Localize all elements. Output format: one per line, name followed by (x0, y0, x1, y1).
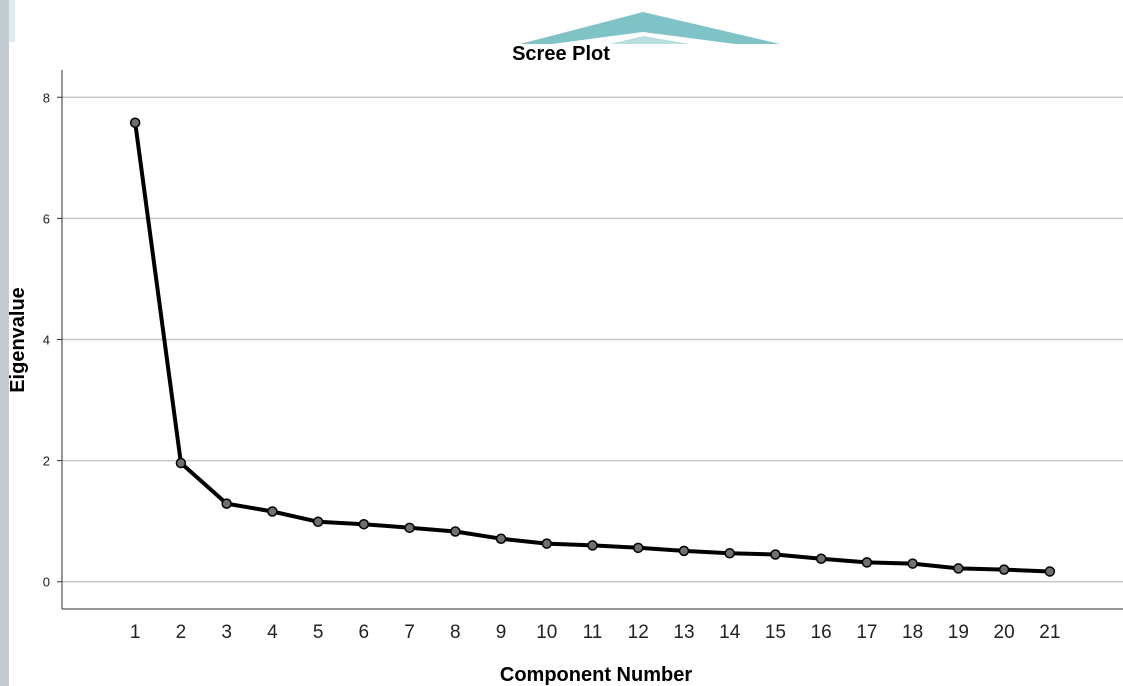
decorative-chevron-shape (520, 12, 780, 44)
x-tick-label-7: 7 (404, 622, 415, 643)
y-tick-label-0: 0 (43, 575, 50, 590)
data-point-18 (907, 558, 918, 569)
data-point-19 (953, 563, 964, 574)
x-tick-label-9: 9 (496, 622, 507, 643)
x-tick-label-16: 16 (811, 622, 832, 643)
y-axis-label: Eigenvalue (7, 287, 29, 393)
data-point-9 (495, 533, 507, 544)
data-point-10 (541, 538, 553, 549)
y-tick-label-4: 4 (43, 333, 50, 348)
window-edge-strip (0, 0, 9, 686)
data-point-12 (632, 542, 644, 554)
x-tick-label-18: 18 (902, 622, 923, 643)
y-tick-labels: 0 2 4 6 8 (43, 90, 62, 590)
x-tick-label-17: 17 (856, 622, 877, 643)
data-point-6 (358, 518, 370, 530)
x-tick-label-5: 5 (313, 622, 324, 643)
chart-title: Scree Plot (512, 43, 610, 65)
data-point-20 (998, 564, 1010, 575)
data-point-14 (724, 548, 735, 559)
data-point-13 (678, 545, 690, 557)
x-tick-label-13: 13 (673, 622, 694, 643)
eigenvalue-line (133, 120, 1052, 574)
y-grid-lines (62, 96, 1123, 583)
y-tick-label-8: 8 (43, 90, 50, 105)
x-axis-label: Component Number (500, 664, 692, 686)
data-point-21 (1044, 566, 1056, 577)
x-tick-label-21: 21 (1039, 622, 1060, 643)
x-tick-label-4: 4 (267, 622, 278, 643)
data-point-1 (129, 117, 141, 128)
data-point-11 (587, 540, 598, 551)
data-point-8 (450, 526, 461, 537)
decorative-chevron (430, 12, 830, 70)
x-tick-label-15: 15 (765, 622, 786, 643)
x-tick-label-12: 12 (628, 622, 649, 643)
y-tick-label-2: 2 (43, 454, 50, 469)
x-tick-labels: 1 2 3 4 5 6 7 8 9 10 11 12 13 14 15 16 17 18 19 20 21 (130, 622, 1061, 643)
x-tick-label-10: 10 (536, 622, 557, 643)
y-tick-label-6: 6 (43, 211, 50, 226)
x-tick-label-8: 8 (450, 622, 461, 643)
x-tick-label-11: 11 (583, 622, 603, 643)
decorative-chevron-inner (610, 36, 690, 44)
x-tick-label-6: 6 (359, 622, 370, 643)
data-point-7 (404, 522, 415, 534)
window-corner-tab (0, 0, 15, 42)
x-tick-label-1: 1 (130, 622, 141, 643)
x-tick-label-20: 20 (994, 622, 1015, 643)
x-tick-label-14: 14 (719, 622, 741, 643)
title-background (430, 44, 830, 70)
data-point-15 (770, 549, 781, 560)
eigenvalue-points (129, 117, 1056, 577)
data-point-4 (267, 506, 278, 517)
x-tick-label-3: 3 (221, 622, 232, 643)
x-tick-label-2: 2 (176, 622, 187, 643)
x-tick-label-19: 19 (948, 622, 969, 643)
data-point-17 (861, 557, 873, 568)
data-point-3 (221, 498, 232, 509)
data-point-5 (312, 516, 324, 528)
data-point-16 (815, 553, 827, 564)
data-point-2 (175, 457, 187, 469)
